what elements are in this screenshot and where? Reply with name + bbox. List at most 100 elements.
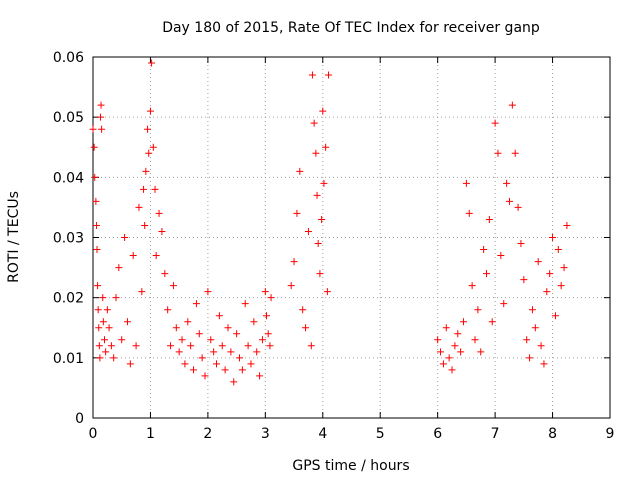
data-point [488,318,496,326]
data-point [190,366,198,374]
data-point [557,282,565,290]
data-point [543,288,551,296]
data-point [230,378,238,386]
data-point [151,185,159,193]
data-point [480,246,488,254]
data-point [102,348,110,356]
data-point [144,125,152,133]
y-tick-label: 0.03 [53,231,84,247]
data-point [266,342,274,350]
data-point [213,360,221,368]
data-point [145,149,153,157]
data-point [287,282,295,290]
y-tick-label: 0.05 [53,110,84,126]
data-point [107,342,115,350]
data-point [322,143,330,151]
data-point [195,330,203,338]
x-tick-label: 7 [491,426,500,442]
data-point [244,342,252,350]
axis-ticks [92,56,611,419]
data-point [184,318,192,326]
data-point [261,288,269,296]
data-point [178,336,186,344]
data-point [434,336,442,344]
data-point [96,113,104,121]
data-point [227,348,235,356]
data-point [92,221,100,229]
data-point [99,294,107,302]
x-tick-label: 3 [261,426,270,442]
data-point [437,348,445,356]
data-point [148,59,156,67]
data-point [149,143,157,151]
data-point [439,360,447,368]
data-point [310,119,318,127]
data-point [264,330,272,338]
data-point [505,197,513,205]
data-point [551,312,559,320]
data-point [307,342,315,350]
data-points [89,59,571,386]
y-tick-label: 0.04 [53,170,84,186]
data-point [92,197,100,205]
data-point [172,324,180,332]
data-point [235,354,243,362]
data-point [448,366,456,374]
data-point [158,227,166,235]
data-point [554,246,562,254]
data-point [299,306,307,314]
data-point [471,336,479,344]
data-point [152,252,160,260]
data-point [537,342,545,350]
data-point [318,215,326,223]
data-point [103,306,111,314]
data-point [465,209,473,217]
data-point [546,270,554,278]
data-point [528,306,536,314]
data-point [118,336,126,344]
data-point [256,372,264,380]
chart-title: Day 180 of 2015, Rate Of TEC Index for r… [162,20,540,36]
data-point [204,288,212,296]
data-point [90,143,98,151]
data-point [474,306,482,314]
data-point [514,203,522,211]
data-point [313,191,321,199]
grid-lines [93,57,610,418]
data-point [142,167,150,175]
data-point [98,125,106,133]
data-point [460,318,468,326]
data-point [508,101,516,109]
y-tick-label: 0 [75,411,84,427]
x-tick-label: 9 [606,426,615,442]
data-point [140,185,148,193]
y-tick-labels: 0 0.01 0.02 0.03 0.04 0.05 0.06 [53,50,84,427]
data-point [110,354,118,362]
data-point [233,330,241,338]
data-point [215,312,223,320]
y-axis-label: ROTI / TECUs [6,191,22,283]
data-point [560,264,568,272]
x-tick-label: 2 [203,426,212,442]
data-point [210,348,218,356]
data-point [491,119,499,127]
data-point [89,125,97,133]
data-point [308,71,316,79]
data-point [293,209,301,217]
data-point [155,209,163,217]
data-point [91,173,99,181]
x-tick-label: 1 [146,426,155,442]
data-point [312,149,320,157]
data-point [167,342,175,350]
data-point [105,324,113,332]
data-point [540,360,548,368]
data-point [323,288,331,296]
data-point [192,300,200,308]
x-tick-label: 5 [376,426,385,442]
data-point [187,342,195,350]
data-point [115,264,123,272]
data-point [563,221,571,229]
data-point [121,234,129,241]
data-point [250,318,258,326]
data-point [302,324,310,332]
